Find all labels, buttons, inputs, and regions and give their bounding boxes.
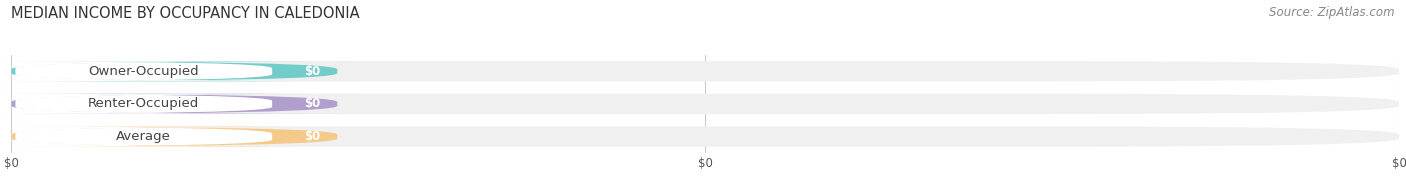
Text: $0: $0 bbox=[304, 65, 321, 78]
FancyBboxPatch shape bbox=[0, 127, 311, 146]
FancyBboxPatch shape bbox=[11, 94, 1399, 114]
FancyBboxPatch shape bbox=[0, 94, 311, 114]
Text: MEDIAN INCOME BY OCCUPANCY IN CALEDONIA: MEDIAN INCOME BY OCCUPANCY IN CALEDONIA bbox=[11, 6, 360, 21]
Text: Owner-Occupied: Owner-Occupied bbox=[89, 65, 200, 78]
FancyBboxPatch shape bbox=[0, 61, 359, 81]
Text: $0: $0 bbox=[304, 130, 321, 143]
FancyBboxPatch shape bbox=[0, 61, 311, 81]
Text: Renter-Occupied: Renter-Occupied bbox=[89, 97, 200, 110]
FancyBboxPatch shape bbox=[11, 126, 1399, 147]
FancyBboxPatch shape bbox=[11, 61, 1399, 81]
Text: $0: $0 bbox=[304, 97, 321, 110]
Text: Average: Average bbox=[117, 130, 172, 143]
FancyBboxPatch shape bbox=[0, 94, 359, 114]
Text: Source: ZipAtlas.com: Source: ZipAtlas.com bbox=[1270, 6, 1395, 19]
FancyBboxPatch shape bbox=[0, 126, 359, 147]
